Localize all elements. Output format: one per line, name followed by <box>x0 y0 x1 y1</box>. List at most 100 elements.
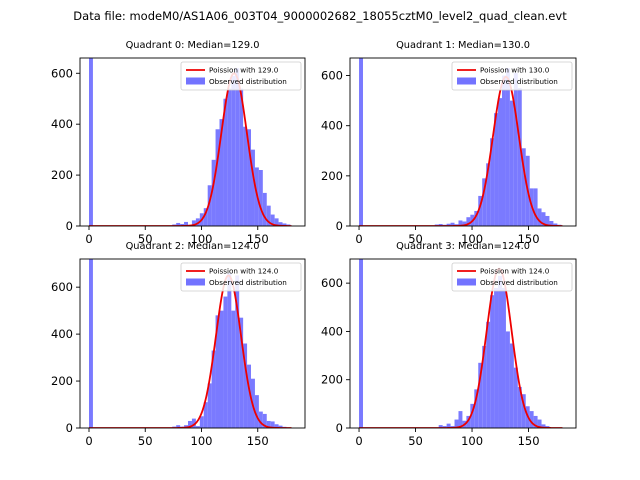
histogram-bar <box>533 188 538 226</box>
y-tick-label: 600 <box>321 276 343 290</box>
histogram-bar <box>359 58 363 226</box>
histogram-bar <box>247 129 251 226</box>
histogram-bar <box>521 148 526 226</box>
histogram-bar <box>462 221 467 226</box>
legend-hist-label: Observed distribution <box>209 278 287 287</box>
histogram-bar <box>239 317 244 428</box>
histogram-bar <box>262 413 267 428</box>
histogram-bar <box>243 126 248 226</box>
y-tick-label: 600 <box>321 69 343 83</box>
chart-panel-2: Quadrant 2: Median=124.0 0 50 100 150 0 200 400… <box>51 241 306 448</box>
legend-hist-swatch <box>186 278 205 286</box>
y-tick-label: 600 <box>51 66 73 80</box>
histogram-bar <box>180 223 185 226</box>
chart-title: Quadrant 1: Median=130.0 <box>396 40 530 51</box>
figure-suptitle: Data file: modeM0/AS1A06_003T04_90000026… <box>73 9 567 23</box>
axes-frame <box>79 258 306 429</box>
histogram-bar <box>490 138 495 226</box>
x-tick-label: 100 <box>461 232 483 246</box>
histogram-bar <box>223 296 228 428</box>
histogram-bar <box>215 315 220 428</box>
chart-title: Quadrant 2: Median=124.0 <box>126 241 260 252</box>
histogram-bar <box>486 163 491 226</box>
y-tick-label: 0 <box>66 421 73 435</box>
x-tick-label: 50 <box>408 434 423 448</box>
histogram-bar <box>470 403 475 428</box>
histogram-bar <box>227 88 232 226</box>
histogram-bar <box>517 88 522 226</box>
fit-curve <box>89 274 292 428</box>
histogram-bar <box>490 295 495 428</box>
chart-panel-0: Quadrant 0: Median=129.0 0 50 100 150 0 200 400… <box>51 40 306 246</box>
x-tick-label: 0 <box>85 434 92 448</box>
histogram-bar <box>203 402 208 428</box>
histogram-bar <box>235 68 240 226</box>
histogram-bar <box>438 425 443 428</box>
histogram-bars <box>89 259 287 428</box>
histogram-bar <box>466 415 471 428</box>
fit-curve <box>359 267 563 428</box>
histogram-bar <box>258 411 263 428</box>
histogram-bar <box>184 221 188 226</box>
histogram-bar <box>219 310 224 428</box>
legend-hist-swatch <box>457 278 476 286</box>
legend: Poission with 129.0 Observed distribution <box>180 61 302 91</box>
legend-hist-label: Observed distribution <box>480 278 558 287</box>
x-tick-label: 0 <box>355 434 362 448</box>
fit-curve <box>359 75 563 226</box>
histogram-bar <box>89 259 93 428</box>
legend-hist-swatch <box>457 77 476 85</box>
histogram-bar <box>258 170 263 226</box>
histogram-bar <box>203 208 208 226</box>
chart-panel-3: Quadrant 3: Median=124.0 0 50 100 150 0 200 400… <box>321 241 577 448</box>
y-tick-label: 400 <box>321 324 343 338</box>
histogram-bar <box>537 208 542 226</box>
histogram-bar <box>533 415 538 428</box>
legend: Poission with 124.0 Observed distribution <box>180 262 302 292</box>
histogram-bar <box>474 389 479 428</box>
histogram-bar <box>199 416 204 428</box>
histogram-bar <box>278 222 283 226</box>
histogram-bar <box>509 100 514 226</box>
histogram-bar <box>176 425 181 428</box>
histogram-bar <box>529 411 534 428</box>
histogram-bar <box>231 310 236 428</box>
y-tick-label: 400 <box>321 119 343 133</box>
y-tick-label: 600 <box>51 280 73 294</box>
histogram-bar <box>191 220 196 226</box>
histogram-bar <box>270 421 275 428</box>
legend-fit-label: Poission with 124.0 <box>480 267 550 276</box>
histogram-bar <box>549 220 554 226</box>
legend-box <box>180 61 302 91</box>
histogram-bar <box>513 73 518 226</box>
histogram-bar <box>254 395 259 428</box>
histogram-bar <box>458 411 463 428</box>
histogram-bar <box>270 214 275 226</box>
histogram-bar <box>239 88 244 226</box>
legend-hist-swatch <box>186 77 205 85</box>
histogram-bar <box>454 419 459 428</box>
y-tick-label: 0 <box>336 219 343 233</box>
axes-frame <box>349 57 577 227</box>
y-tick-label: 200 <box>51 168 73 182</box>
histogram-bar <box>494 287 499 428</box>
histogram-bar <box>89 58 93 226</box>
histogram-bar <box>207 383 212 428</box>
x-tick-label: 0 <box>85 232 92 246</box>
histogram-bar <box>458 220 463 226</box>
histogram-bar <box>517 386 522 428</box>
histogram-bar <box>446 423 451 428</box>
x-tick-label: 150 <box>518 434 540 448</box>
histogram-bar <box>545 215 550 226</box>
histogram-bar <box>266 420 271 428</box>
histogram-bar <box>541 424 546 428</box>
histogram-bar <box>474 210 479 226</box>
histogram-bar <box>446 223 451 226</box>
y-tick-label: 400 <box>51 117 73 131</box>
legend-fit-label: Poission with 129.0 <box>209 66 279 75</box>
histogram-bar <box>184 425 188 428</box>
histogram-bar <box>482 345 487 428</box>
histogram-bar <box>478 195 483 226</box>
histogram-bar <box>498 98 502 226</box>
y-tick-label: 200 <box>321 169 343 183</box>
